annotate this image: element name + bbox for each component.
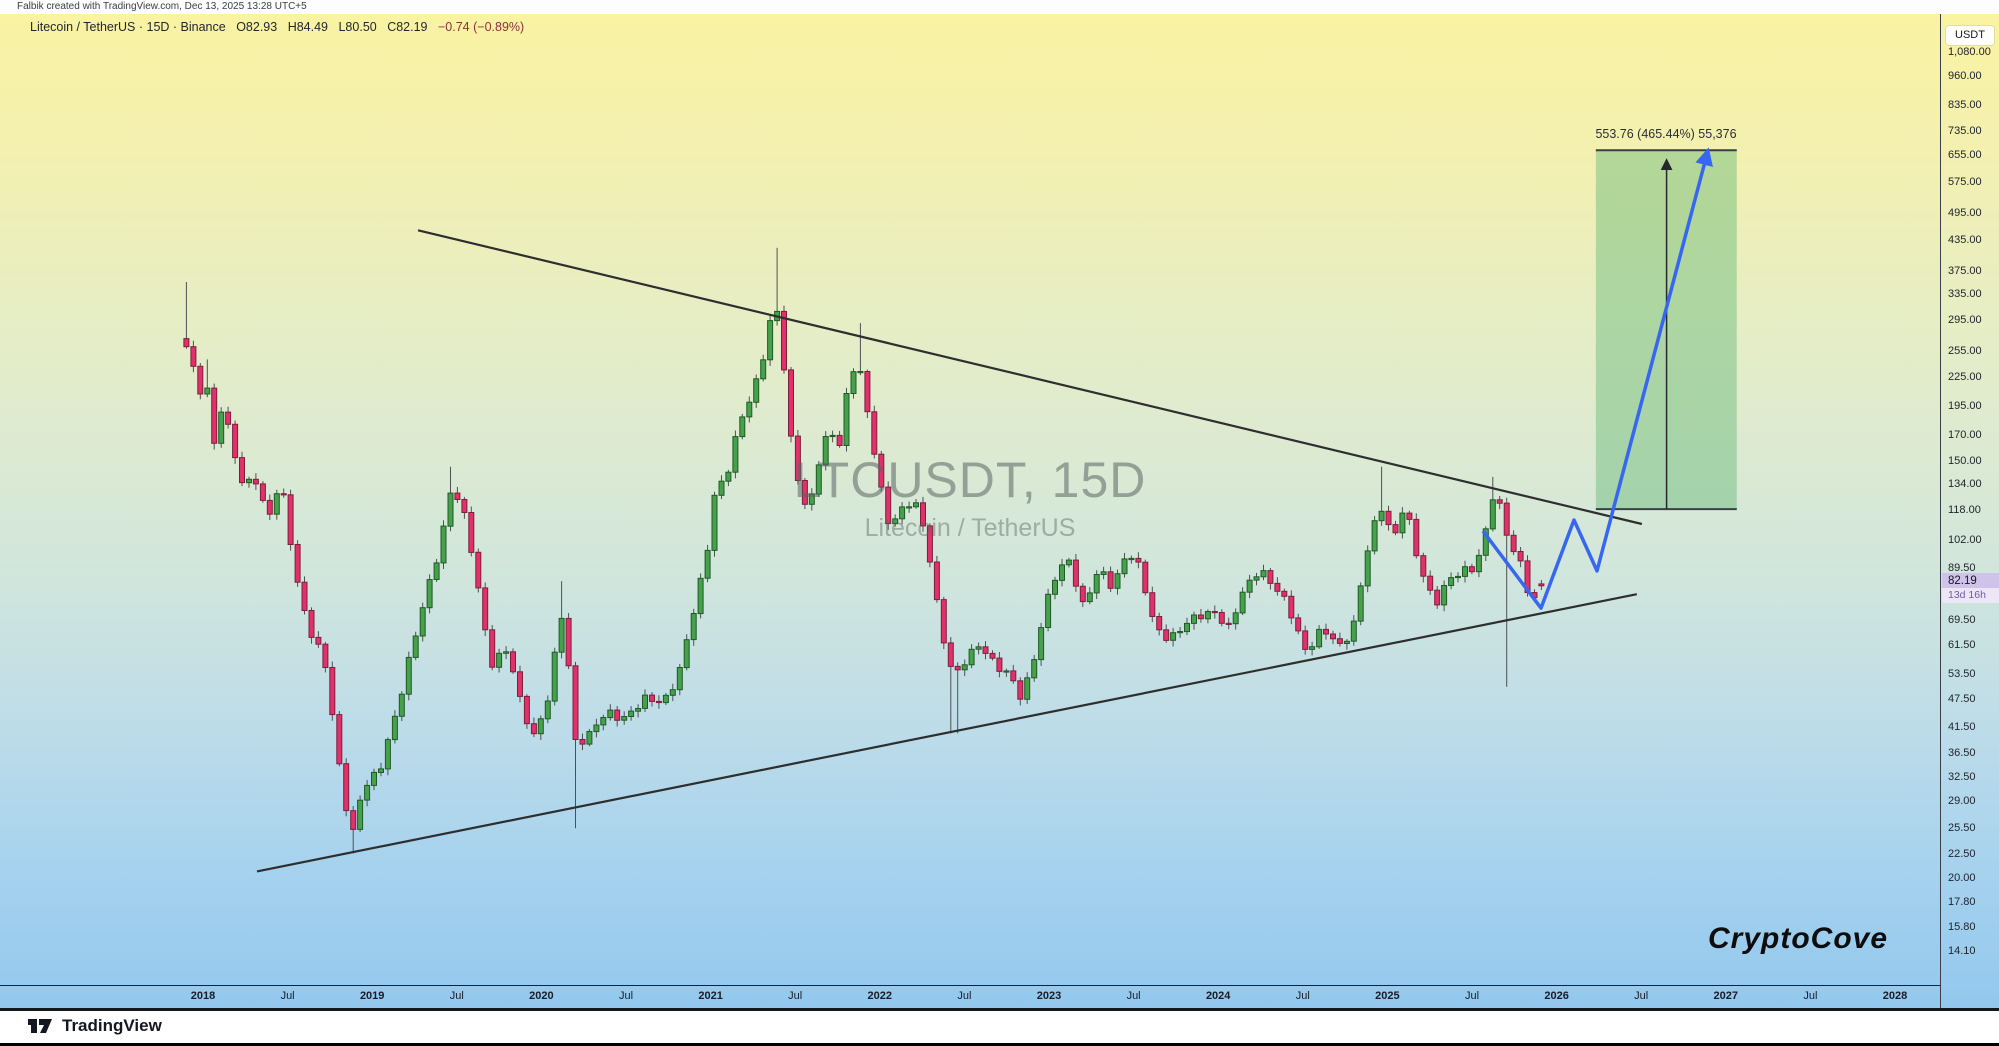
price-tick: 835.00 — [1948, 98, 1982, 111]
price-tick: 25.50 — [1948, 821, 1976, 834]
price-tick: 118.00 — [1948, 504, 1981, 517]
price-tick: 435.00 — [1948, 233, 1982, 246]
time-tick-jul: Jul — [788, 990, 803, 1002]
price-tick: 195.00 — [1948, 400, 1982, 413]
price-tick: 61.50 — [1948, 639, 1976, 652]
time-tick-2018: 2018 — [190, 990, 216, 1002]
legend-close-value: C82.19 — [387, 20, 428, 34]
price-tick: 41.50 — [1948, 720, 1976, 733]
chart-stage[interactable]: Litecoin / TetherUS · 15D · Binance O82.… — [0, 14, 1999, 1008]
price-tick: 150.00 — [1948, 454, 1982, 467]
tradingview-logo-icon — [28, 1019, 52, 1033]
price-tick: 17.80 — [1948, 896, 1976, 909]
price-tick: 255.00 — [1948, 344, 1982, 357]
attribution-bar: Falbik created with TradingView.com, Dec… — [0, 0, 1999, 14]
bar-countdown: 13d 16h — [1942, 587, 1999, 603]
price-axis[interactable]: USDT 82.19 13d 16h 1,080.00 960.00 835.00 7… — [1940, 14, 1999, 1008]
price-tick: 495.00 — [1948, 207, 1982, 220]
price-tick: 29.00 — [1948, 795, 1976, 808]
price-tick: 960.00 — [1948, 69, 1982, 82]
price-tick: 22.50 — [1948, 847, 1976, 860]
currency-toggle[interactable]: USDT — [1946, 26, 1994, 45]
price-tick: 15.80 — [1948, 920, 1976, 933]
time-tick-jul: Jul — [449, 990, 464, 1002]
tradingview-logo-text: TradingView — [62, 1016, 162, 1035]
time-tick-2019: 2019 — [359, 990, 385, 1002]
price-tick: 170.00 — [1948, 428, 1982, 441]
time-tick-2028: 2028 — [1882, 990, 1908, 1002]
current-price-badge: 82.19 13d 16h — [1942, 572, 1999, 603]
price-tick: 655.00 — [1948, 149, 1982, 162]
price-tick: 102.00 — [1948, 534, 1982, 547]
time-tick-jul: Jul — [1295, 990, 1310, 1002]
price-tick: 375.00 — [1948, 264, 1982, 277]
price-tick: 735.00 — [1948, 125, 1982, 138]
legend-change-value: −0.74 (−0.89%) — [438, 20, 525, 34]
legend-symbol-title[interactable]: Litecoin / TetherUS · 15D · Binance — [30, 20, 226, 34]
current-price-value: 82.19 — [1942, 572, 1999, 588]
price-range-label: 553.76 (465.44%) 55,376 — [1595, 127, 1737, 141]
legend-open-value: O82.93 — [236, 20, 278, 34]
attribution-text: Falbik created with TradingView.com, Dec… — [17, 1, 307, 12]
price-tick: 295.00 — [1948, 314, 1982, 327]
time-tick-2025: 2025 — [1375, 990, 1400, 1002]
candlestick-chart-canvas[interactable] — [0, 14, 1940, 971]
time-tick-jul: Jul — [280, 990, 295, 1002]
time-tick-2026: 2026 — [1544, 990, 1569, 1002]
legend-low-value: L80.50 — [338, 20, 377, 34]
cryptocove-watermark: CryptoCove — [1707, 922, 1889, 955]
price-tick: 32.50 — [1948, 771, 1976, 784]
time-tick-2027: 2027 — [1713, 990, 1739, 1002]
time-tick-2020: 2020 — [529, 990, 554, 1002]
price-tick: 335.00 — [1948, 288, 1982, 301]
time-tick-jul: Jul — [1126, 990, 1141, 1002]
time-tick-2021: 2021 — [698, 990, 723, 1002]
price-tick: 47.50 — [1948, 692, 1976, 705]
time-axis[interactable]: 2018 Jul 2019 Jul 2020 Jul 2021 Jul 2022 Jul 2023 J… — [0, 985, 1940, 1009]
footer-bar: TradingView — [0, 1008, 1999, 1046]
price-tick: 225.00 — [1948, 370, 1982, 383]
tradingview-logo-link[interactable]: TradingView — [26, 1016, 162, 1036]
price-tick: 89.50 — [1948, 561, 1976, 574]
time-tick-jul: Jul — [957, 990, 972, 1002]
price-tick: 14.10 — [1948, 944, 1976, 957]
price-tick: 575.00 — [1948, 176, 1982, 189]
price-tick: 36.50 — [1948, 747, 1976, 760]
price-tick: 134.00 — [1948, 477, 1982, 490]
price-tick: 69.50 — [1948, 613, 1976, 626]
legend-high-value: H84.49 — [287, 20, 328, 34]
price-tick: 53.50 — [1948, 668, 1976, 681]
time-tick-jul: Jul — [618, 990, 634, 1002]
price-tick: 1,080.00 — [1948, 45, 1991, 58]
time-tick-jul: Jul — [1803, 990, 1818, 1002]
price-tick: 20.00 — [1948, 872, 1976, 885]
time-tick-2022: 2022 — [867, 990, 893, 1002]
time-tick-2023: 2023 — [1036, 990, 1062, 1002]
time-tick-jul: Jul — [1464, 990, 1480, 1002]
time-tick-jul: Jul — [1634, 990, 1649, 1002]
symbol-legend[interactable]: Litecoin / TetherUS · 15D · Binance O82.… — [30, 20, 531, 34]
time-tick-2024: 2024 — [1205, 990, 1231, 1002]
